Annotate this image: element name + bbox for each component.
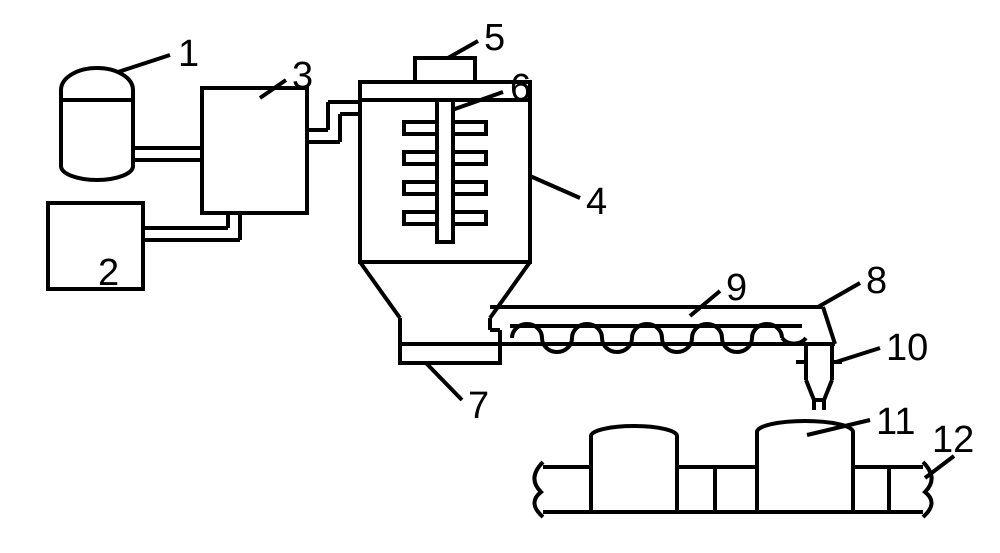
label-11: 11 <box>876 401 915 443</box>
label-12: 12 <box>932 419 974 461</box>
box-2 <box>48 203 143 289</box>
agitator-6 <box>404 100 486 242</box>
container-11b <box>757 421 853 512</box>
label-9: 9 <box>726 267 747 309</box>
outlet-7 <box>400 344 500 363</box>
process-diagram: 1 2 3 4 5 6 7 8 9 10 11 12 <box>0 0 1000 553</box>
vessel-4 <box>360 82 530 344</box>
label-10: 10 <box>886 327 928 369</box>
container-11 <box>591 426 677 512</box>
motor-5 <box>415 58 475 82</box>
label-3: 3 <box>292 55 313 97</box>
screw-9 <box>510 324 806 352</box>
box-3 <box>202 88 307 213</box>
pipe-1-3 <box>133 148 202 160</box>
nozzle-10 <box>796 344 842 410</box>
conveyor-12 <box>534 462 931 517</box>
label-8: 8 <box>866 260 887 302</box>
label-1: 1 <box>178 33 199 75</box>
label-5: 5 <box>484 17 505 59</box>
pipe-3-4 <box>307 102 360 142</box>
label-2: 2 <box>98 252 119 294</box>
leaders <box>118 41 954 478</box>
pipe-2-3 <box>143 213 240 240</box>
label-7: 7 <box>468 385 489 427</box>
label-6: 6 <box>510 67 531 109</box>
tank-1 <box>61 68 133 180</box>
label-4: 4 <box>586 181 607 223</box>
